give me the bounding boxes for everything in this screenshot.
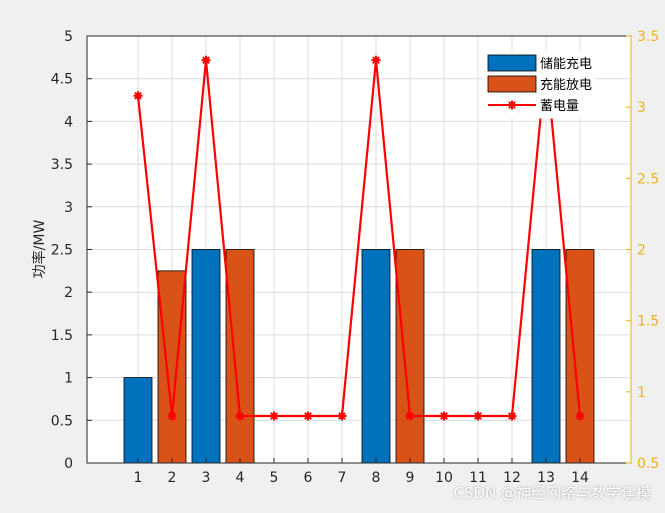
line-marker (473, 411, 483, 421)
x-tick-label: 8 (372, 470, 381, 486)
x-tick-label: 2 (168, 470, 177, 486)
y-axis-label: 功率/MW (31, 220, 48, 279)
bar (123, 377, 153, 464)
legend-label: 充能放电 (540, 77, 592, 93)
y-tick-label: 4 (64, 114, 73, 130)
y2-tick-label: 3 (637, 100, 646, 116)
bar (361, 249, 391, 464)
y-tick-label: 2.5 (51, 243, 73, 259)
line-marker (575, 411, 585, 421)
bar (157, 270, 187, 464)
y-tick-label: 0 (64, 456, 73, 472)
bar (225, 249, 255, 464)
y-tick-label: 1 (64, 371, 73, 387)
legend-label: 储能充电 (540, 56, 592, 72)
line-marker (371, 55, 381, 65)
y2-tick-label: 1.5 (637, 314, 659, 330)
y-tick-label: 2 (64, 285, 73, 301)
y-tick-label: 1.5 (51, 328, 73, 344)
y-ticks: 0 0.5 1 1.5 2 2.5 3 3.5 4 4.5 5 (51, 29, 92, 472)
bars (123, 249, 595, 464)
y2-tick-label: 2 (637, 243, 646, 259)
line-marker (439, 411, 449, 421)
x-tick-label: 14 (571, 470, 589, 486)
x-tick-label: 4 (236, 470, 245, 486)
bar (395, 249, 425, 464)
line-marker (405, 411, 415, 421)
line-marker (201, 55, 211, 65)
y2-tick-label: 1 (637, 385, 646, 401)
x-tick-label: 12 (503, 470, 521, 486)
storage-line (133, 55, 585, 421)
line-path (136, 60, 582, 418)
x-tick-label: 11 (469, 470, 487, 486)
legend-label: 蓄电量 (540, 99, 579, 114)
x-ticks: 1 2 3 4 5 6 7 8 9 10 11 12 13 14 (134, 458, 589, 486)
bar (191, 249, 221, 464)
x-tick-label: 10 (435, 470, 453, 486)
y2-tick-label: 2.5 (637, 171, 659, 187)
y-tick-label: 0.5 (51, 413, 73, 429)
bar (531, 249, 561, 464)
line-marker (167, 411, 177, 421)
y-tick-label: 5 (64, 29, 73, 45)
line-marker (507, 411, 517, 421)
line-marker (133, 91, 143, 101)
y2-tick-label: 0.5 (637, 456, 659, 472)
line-marker (269, 411, 279, 421)
line-marker (507, 100, 517, 110)
y2-ticks: 0.5 1 1.5 2 2.5 3 3.5 (626, 29, 659, 472)
x-tick-label: 9 (406, 470, 415, 486)
x-tick-label: 5 (270, 470, 279, 486)
y-tick-label: 3 (64, 200, 73, 216)
y-tick-label: 4.5 (51, 72, 73, 88)
x-tick-label: 1 (134, 470, 143, 486)
x-tick-label: 13 (537, 470, 555, 486)
x-tick-label: 7 (338, 470, 347, 486)
legend-swatch (487, 75, 537, 93)
line-marker (235, 411, 245, 421)
watermark: CSDN @神经网络与数学建模 (453, 484, 651, 502)
x-tick-label: 6 (304, 470, 313, 486)
x-tick-label: 3 (202, 470, 211, 486)
line-marker (303, 411, 313, 421)
line-marker (337, 411, 347, 421)
y2-tick-label: 3.5 (637, 29, 659, 45)
bar (565, 249, 595, 464)
legend-swatch (487, 54, 537, 72)
y-tick-label: 3.5 (51, 157, 73, 173)
